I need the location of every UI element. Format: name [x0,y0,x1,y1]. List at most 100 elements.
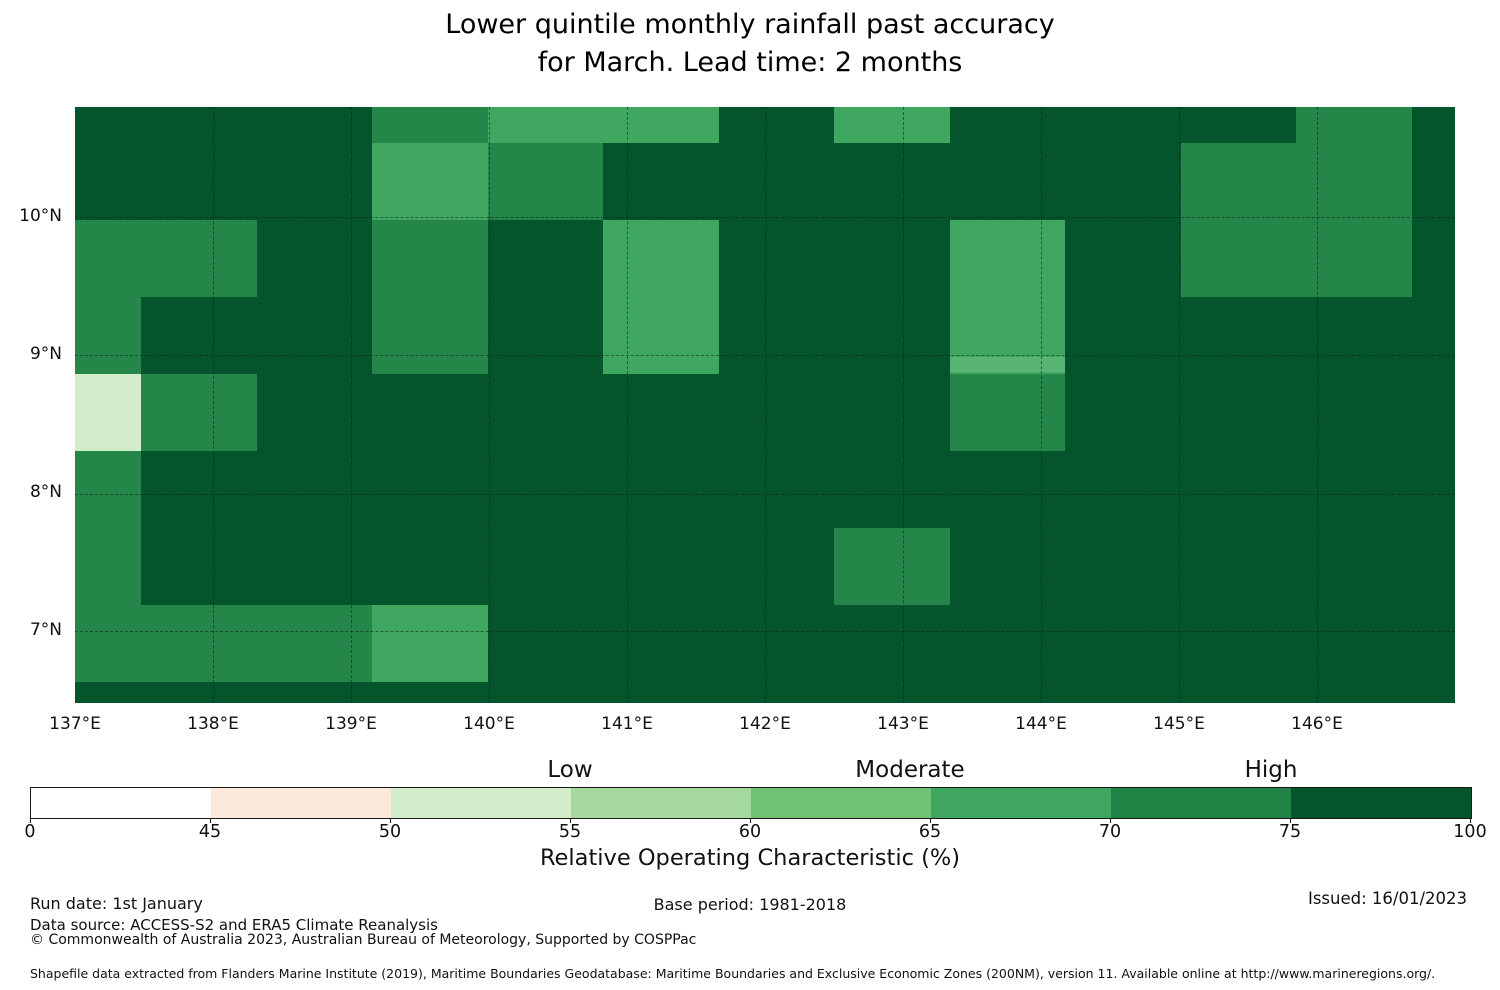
grid-cell [1296,605,1412,682]
grid-cell [1065,682,1181,703]
colorbar-tick-label: 0 [24,822,36,842]
grid-cell [718,528,834,605]
grid-cell [372,605,488,682]
grid-cell [1180,107,1296,143]
colorbar-axis-label: Relative Operating Characteristic (%) [539,845,961,871]
map-gridline-horizontal [75,494,1455,495]
grid-cell [834,107,950,143]
grid-cell [834,451,950,528]
title-line-1: Lower quintile monthly rainfall past acc… [445,9,1055,40]
grid-cell [949,374,1065,451]
grid-cell [1296,220,1412,297]
x-tick-label: 144°E [1015,714,1067,734]
grid-cell-extra [949,357,1065,372]
colorbar-segment [391,788,571,818]
grid-cell [1180,528,1296,605]
map-gridline-vertical [765,107,766,703]
grid-cell [949,143,1065,220]
grid-cell [603,528,719,605]
grid-cell [256,297,372,374]
grid-cell [1065,451,1181,528]
map-gridline-horizontal [75,217,1455,218]
x-tick-label: 139°E [325,714,377,734]
grid-cell [1411,682,1455,703]
map-gridline-vertical [1179,107,1180,703]
grid-cell [603,143,719,220]
grid-cell [372,374,488,451]
grid-cell [603,220,719,297]
grid-cell [1296,451,1412,528]
grid-cell [949,605,1065,682]
colorbar-tick [750,818,751,823]
grid-cell [487,143,603,220]
grid-cell [949,107,1065,143]
grid-cell [75,528,141,605]
grid-cell [1065,297,1181,374]
grid-cell [256,451,372,528]
colorbar-tick [930,818,931,823]
colorbar-category-label: Moderate [855,757,965,783]
grid-cell [141,220,257,297]
grid-cell [256,107,372,143]
grid-cell [603,297,719,374]
x-tick-label: 137°E [49,714,101,734]
grid-cell [256,220,372,297]
grid-cell [372,143,488,220]
x-tick-label: 145°E [1153,714,1205,734]
grid-cell [141,107,257,143]
grid-cell [75,682,141,703]
grid-cell [256,605,372,682]
colorbar-tick-label: 70 [1098,822,1122,842]
grid-cell [1065,374,1181,451]
grid-cell [1065,605,1181,682]
grid-cell [834,143,950,220]
grid-cell [75,143,141,220]
data-source-text: Data source: ACCESS-S2 and ERA5 Climate … [30,916,438,934]
y-tick-label: 9°N [29,344,62,364]
grid-cell [1411,297,1455,374]
grid-cell [718,220,834,297]
map-gridline-vertical [489,107,490,703]
colorbar-tick-label: 60 [738,822,762,842]
y-tick-label: 8°N [29,482,62,502]
grid-cell [1065,528,1181,605]
grid-cell [1065,220,1181,297]
colorbar-tick [1470,818,1471,823]
grid-cell [141,143,257,220]
grid-cell [75,374,141,451]
grid-cell [1065,143,1181,220]
grid-cell [372,528,488,605]
grid-cell [487,451,603,528]
grid-cell [75,297,141,374]
x-tick-label: 138°E [187,714,239,734]
grid-cell [141,297,257,374]
grid-cell [256,374,372,451]
colorbar-tick-label: 100 [1453,822,1487,842]
colorbar-tick-label: 75 [1278,822,1302,842]
map-gridline-horizontal [75,355,1455,356]
map-gridline-vertical [627,107,628,703]
grid-cell [372,682,488,703]
grid-cell [603,605,719,682]
colorbar [30,787,1472,819]
colorbar-tick [1290,818,1291,823]
x-tick-label: 140°E [463,714,515,734]
grid-cell [487,107,603,143]
grid-cell [372,297,488,374]
grid-cell [603,107,719,143]
map-panel [75,107,1455,703]
grid-cell [834,605,950,682]
grid-cell [372,107,488,143]
grid-cell [1296,297,1412,374]
grid-cell [1180,143,1296,220]
colorbar-tick [30,818,31,823]
map-gridline-vertical [1041,107,1042,703]
grid-cell [1296,528,1412,605]
shapefile-note-text: Shapefile data extracted from Flanders M… [30,966,1436,981]
colorbar-segment [1111,788,1291,818]
grid-cell [487,682,603,703]
grid-cell [141,605,257,682]
grid-cell [141,528,257,605]
grid-cell [603,451,719,528]
